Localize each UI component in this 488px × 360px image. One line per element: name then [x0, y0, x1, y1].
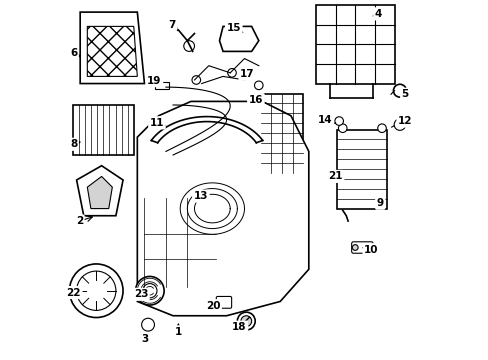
Circle shape [254, 81, 263, 90]
FancyBboxPatch shape [216, 296, 231, 308]
Text: 12: 12 [397, 116, 412, 126]
Circle shape [227, 68, 236, 77]
Circle shape [237, 312, 255, 330]
Text: 7: 7 [168, 19, 175, 30]
Text: 2: 2 [76, 216, 83, 226]
Text: 4: 4 [374, 9, 381, 19]
Text: 23: 23 [133, 289, 148, 299]
Circle shape [334, 117, 343, 125]
Text: 22: 22 [66, 288, 81, 297]
Bar [260, 94, 303, 173]
Circle shape [377, 124, 386, 132]
Circle shape [241, 316, 251, 327]
Circle shape [142, 318, 154, 331]
Text: 10: 10 [364, 245, 378, 255]
Polygon shape [87, 176, 112, 208]
Circle shape [393, 84, 406, 97]
Text: 16: 16 [248, 95, 263, 105]
Polygon shape [77, 166, 123, 216]
Bar [73, 105, 134, 155]
Circle shape [192, 76, 200, 84]
Polygon shape [80, 12, 144, 84]
Circle shape [142, 284, 157, 298]
Text: 20: 20 [205, 301, 220, 311]
Text: 11: 11 [149, 118, 164, 128]
Circle shape [135, 276, 164, 305]
Text: 13: 13 [193, 191, 208, 201]
Text: 3: 3 [141, 334, 148, 344]
Bar [337, 130, 386, 208]
Circle shape [183, 41, 194, 51]
Text: 8: 8 [70, 139, 77, 149]
Text: 21: 21 [327, 171, 342, 181]
Bar [315, 5, 394, 84]
FancyBboxPatch shape [351, 242, 372, 253]
Text: 6: 6 [70, 48, 77, 58]
Text: 9: 9 [376, 198, 383, 208]
Polygon shape [137, 102, 308, 316]
Polygon shape [87, 26, 137, 76]
Circle shape [77, 271, 116, 310]
Text: 18: 18 [232, 322, 246, 332]
Bar [155, 82, 169, 89]
Text: 15: 15 [226, 23, 241, 33]
Circle shape [352, 245, 357, 250]
Circle shape [393, 119, 405, 130]
Text: 19: 19 [147, 76, 162, 86]
Text: 17: 17 [240, 69, 254, 79]
Text: 5: 5 [401, 89, 408, 99]
Polygon shape [219, 26, 258, 51]
Text: 14: 14 [317, 115, 332, 125]
Circle shape [338, 124, 346, 132]
Circle shape [69, 264, 123, 318]
Text: 1: 1 [174, 327, 182, 337]
